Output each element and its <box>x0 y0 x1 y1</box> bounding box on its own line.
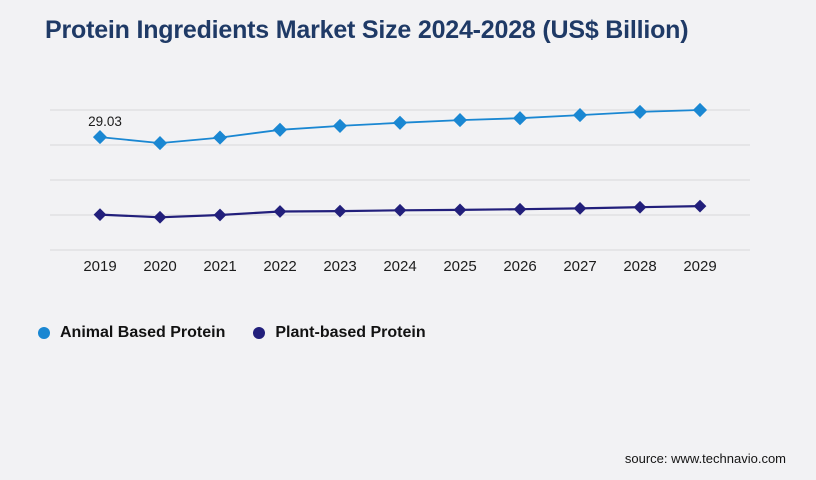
x-axis-tick-label: 2028 <box>623 258 656 275</box>
data-point-marker <box>152 136 168 151</box>
x-axis-tick-label: 2020 <box>143 258 176 275</box>
data-point-marker <box>393 203 407 217</box>
x-axis-tick-label: 2029 <box>683 258 716 275</box>
legend-dot-icon <box>38 327 50 339</box>
data-point-marker <box>272 122 288 137</box>
x-axis-tick-label: 2022 <box>263 258 296 275</box>
data-point-marker <box>93 208 107 221</box>
data-point-marker <box>212 130 228 145</box>
x-axis-tick-label: 2026 <box>503 258 536 275</box>
legend-item-animal-based-protein: Animal Based Protein <box>38 324 225 342</box>
point-value-label: 29.03 <box>88 114 122 129</box>
data-point-marker <box>273 205 287 218</box>
data-point-marker <box>573 202 587 215</box>
legend-item-plant-based-protein: Plant-based Protein <box>253 324 426 342</box>
legend-dot-icon <box>253 327 266 339</box>
data-point-marker <box>572 108 588 123</box>
source-attribution: source: www.technavio.com <box>624 451 786 466</box>
x-axis-tick-label: 2019 <box>83 258 116 275</box>
x-axis-tick-label: 2027 <box>563 258 596 275</box>
data-point-marker <box>513 202 527 216</box>
data-point-marker <box>153 210 167 224</box>
data-point-marker <box>632 104 648 119</box>
data-point-marker <box>453 203 467 217</box>
x-axis-tick-label: 2024 <box>383 258 416 275</box>
chart-title: Protein Ingredients Market Size 2024-202… <box>45 16 689 44</box>
legend-item-label: Animal Based Protein <box>60 324 226 341</box>
data-point-marker <box>333 204 347 218</box>
data-point-marker <box>213 208 227 222</box>
x-axis-tick-label: 2021 <box>203 258 236 275</box>
data-point-marker <box>692 102 708 118</box>
data-point-marker <box>332 118 348 133</box>
data-point-marker <box>693 199 707 213</box>
legend-item-label: Plant-based Protein <box>275 324 426 341</box>
data-point-marker <box>92 130 108 145</box>
chart-legend: Animal Based Protein Plant-based Protein <box>38 324 426 342</box>
data-point-marker <box>633 200 647 214</box>
x-axis-tick-label: 2025 <box>443 258 476 275</box>
data-point-marker <box>392 115 408 130</box>
data-point-marker <box>452 113 468 128</box>
x-axis-tick-label: 2023 <box>323 258 356 275</box>
data-point-marker <box>512 111 528 126</box>
